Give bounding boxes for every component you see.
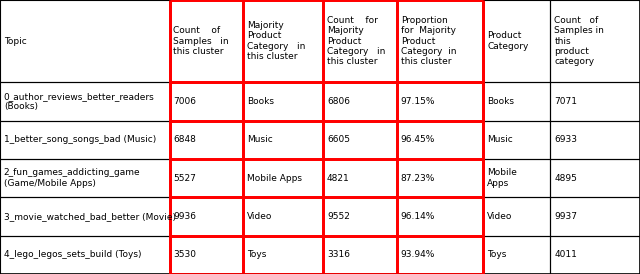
Text: 93.94%: 93.94% [401, 250, 435, 259]
Text: 4821: 4821 [327, 174, 350, 182]
Text: 6605: 6605 [327, 135, 350, 144]
Text: 96.14%: 96.14% [401, 212, 435, 221]
Text: 7071: 7071 [554, 97, 577, 106]
Text: Topic: Topic [4, 37, 27, 45]
Text: Count    for
Majority
Product
Category   in
this cluster: Count for Majority Product Category in t… [327, 16, 385, 66]
Text: 97.15%: 97.15% [401, 97, 435, 106]
Text: Video: Video [487, 212, 513, 221]
Text: Count   of
Samples in
this
product
category: Count of Samples in this product categor… [554, 16, 604, 66]
Text: 1_better_song_songs_bad (Music): 1_better_song_songs_bad (Music) [4, 135, 156, 144]
Text: 5527: 5527 [173, 174, 196, 182]
Text: Mobile
Apps: Mobile Apps [487, 169, 517, 188]
Text: Books: Books [247, 97, 274, 106]
Text: 9937: 9937 [554, 212, 577, 221]
Text: 3316: 3316 [327, 250, 350, 259]
Text: Majority
Product
Category   in
this cluster: Majority Product Category in this cluste… [247, 21, 305, 61]
Text: 0_author_reviews_better_readers
(Books): 0_author_reviews_better_readers (Books) [4, 92, 155, 111]
Text: Toys: Toys [247, 250, 266, 259]
Text: 4011: 4011 [554, 250, 577, 259]
Text: Books: Books [487, 97, 514, 106]
Text: Toys: Toys [487, 250, 506, 259]
Text: 3530: 3530 [173, 250, 196, 259]
Text: Proportion
for  Majority
Product
Category  in
this cluster: Proportion for Majority Product Category… [401, 16, 456, 66]
Text: 87.23%: 87.23% [401, 174, 435, 182]
Text: Mobile Apps: Mobile Apps [247, 174, 302, 182]
Text: Product
Category: Product Category [487, 32, 529, 51]
Text: 9552: 9552 [327, 212, 350, 221]
Text: 3_movie_watched_bad_better (Movie): 3_movie_watched_bad_better (Movie) [4, 212, 176, 221]
Text: 4895: 4895 [554, 174, 577, 182]
Text: 96.45%: 96.45% [401, 135, 435, 144]
Text: 7006: 7006 [173, 97, 196, 106]
Text: 6806: 6806 [327, 97, 350, 106]
Text: Music: Music [487, 135, 513, 144]
Text: 9936: 9936 [173, 212, 196, 221]
Text: 4_lego_legos_sets_build (Toys): 4_lego_legos_sets_build (Toys) [4, 250, 141, 259]
Text: 6848: 6848 [173, 135, 196, 144]
Text: 6933: 6933 [554, 135, 577, 144]
Text: Count    of
Samples   in
this cluster: Count of Samples in this cluster [173, 26, 229, 56]
Text: 2_fun_games_addicting_game
(Game/Mobile Apps): 2_fun_games_addicting_game (Game/Mobile … [4, 169, 140, 188]
Text: Video: Video [247, 212, 273, 221]
Text: Music: Music [247, 135, 273, 144]
